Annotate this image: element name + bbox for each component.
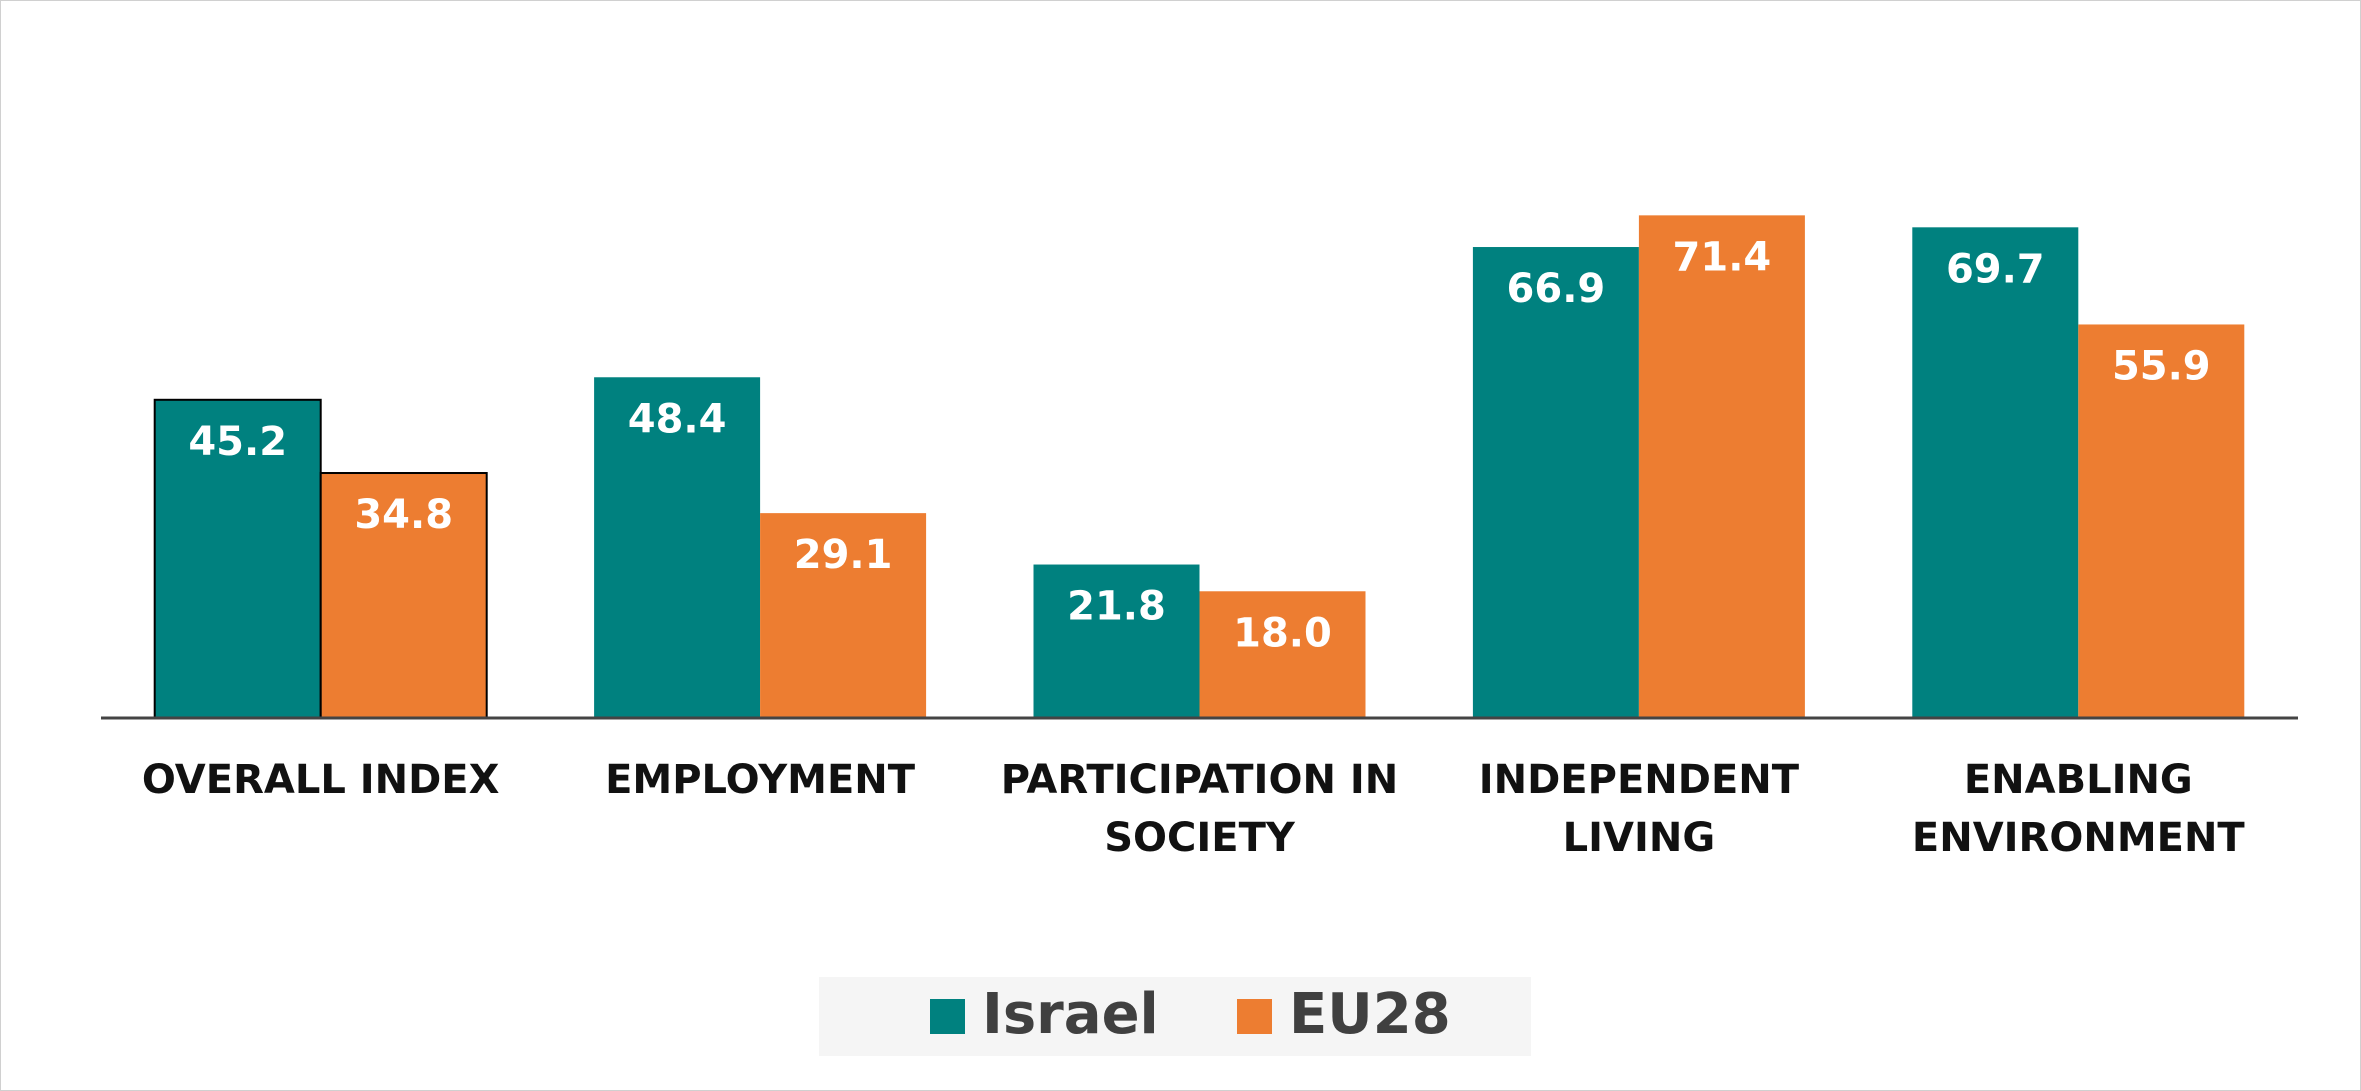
bar [594, 377, 761, 718]
legend-label: EU28 [1289, 982, 1451, 1047]
legend-swatch [1237, 999, 1272, 1034]
legend-label: Israel [982, 982, 1159, 1047]
x-tick-label: INDEPENDENT LIVING [1478, 757, 1800, 861]
bar [2078, 324, 2245, 718]
bar [1199, 591, 1366, 718]
value-label: 34.8 [354, 492, 453, 538]
value-label: 45.2 [188, 419, 287, 465]
bar [1638, 215, 1805, 718]
bar [1912, 227, 2079, 718]
value-label: 18.0 [1233, 610, 1332, 656]
value-label: 55.9 [2112, 343, 2211, 389]
bar [153, 398, 322, 719]
value-label: 29.1 [794, 532, 893, 578]
bar [1033, 564, 1200, 718]
bar [1472, 247, 1639, 719]
value-label: 48.4 [628, 396, 727, 442]
bar [319, 472, 488, 719]
x-tick-label: EMPLOYMENT [605, 757, 916, 803]
value-label: 71.4 [1673, 234, 1772, 280]
legend-swatch [930, 999, 965, 1034]
value-label: 69.7 [1946, 246, 2045, 292]
value-label: 66.9 [1507, 266, 1606, 312]
bar [760, 513, 927, 718]
value-label: 21.8 [1067, 584, 1166, 630]
x-tick-label: OVERALL INDEX [141, 757, 500, 803]
x-tick-label: ENABLING ENVIRONMENT [1911, 757, 2245, 861]
x-tick-label: PARTICIPATION IN SOCIETY [1000, 757, 1399, 861]
